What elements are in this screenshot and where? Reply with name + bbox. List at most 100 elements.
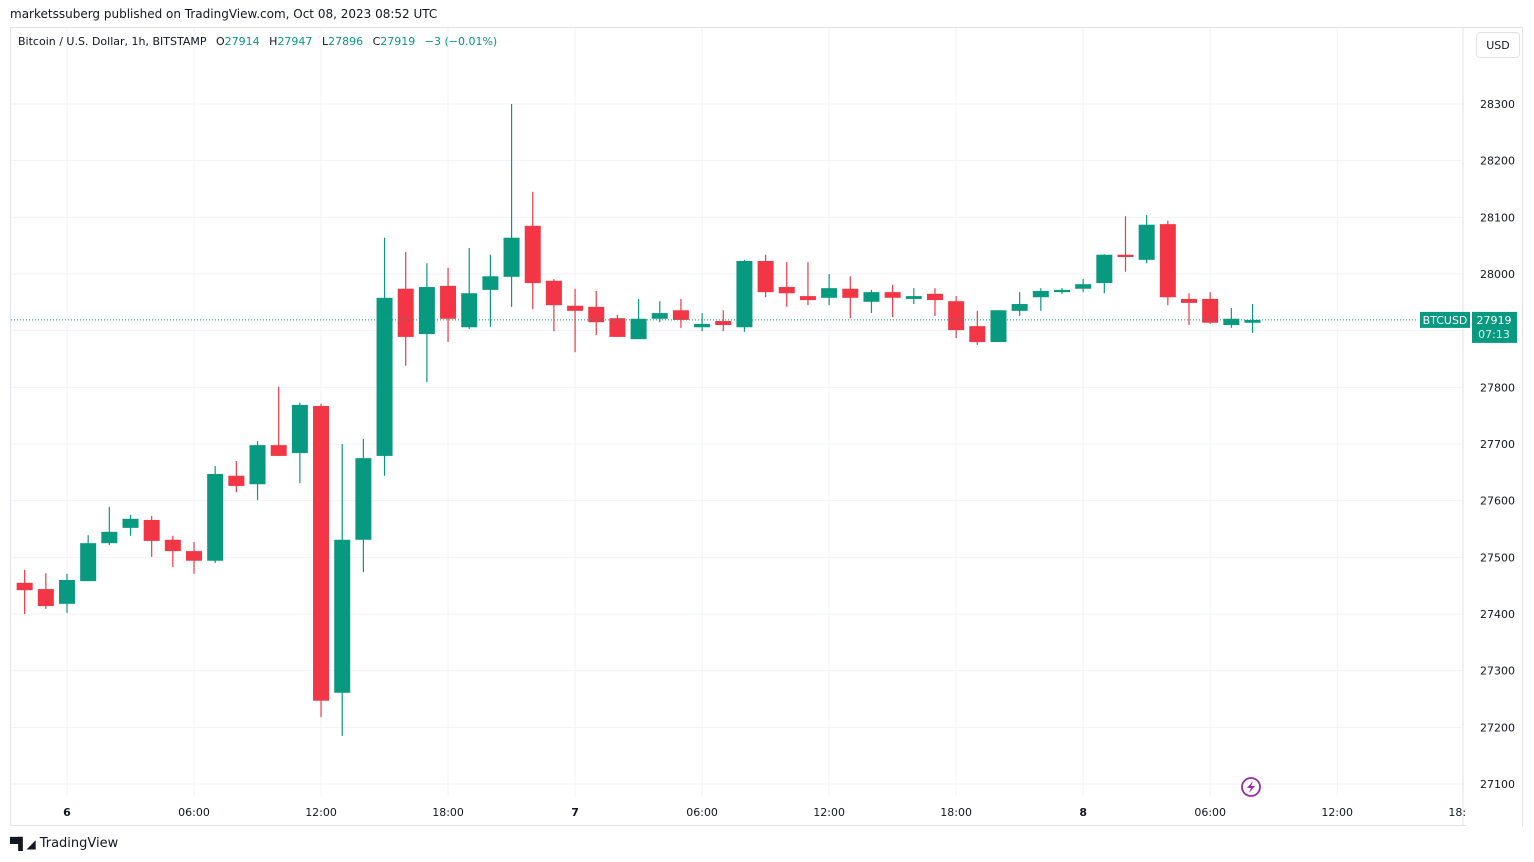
candle-body (143, 519, 160, 541)
plot-area (11, 28, 1463, 797)
candle (651, 301, 668, 323)
candle (863, 289, 880, 314)
candle (926, 288, 943, 316)
chart-frame (10, 27, 1523, 826)
candle (1244, 304, 1261, 333)
candle-body (122, 518, 139, 528)
candle-body (821, 288, 838, 298)
open-label: O (215, 35, 225, 48)
candle-body (37, 589, 54, 607)
footer-brand[interactable]: ▀▌◢ TradingView (10, 836, 118, 851)
y-tick-label: 27600 (1480, 495, 1515, 508)
candle-body (778, 287, 795, 294)
candle-body (503, 237, 520, 277)
candle-body (1075, 284, 1092, 289)
y-tick-label: 27200 (1480, 721, 1515, 734)
x-tick-label: 12:00 (305, 806, 337, 819)
publish-info: marketssuberg published on TradingView.c… (10, 7, 438, 21)
candle (164, 535, 181, 567)
axis-corner (1466, 798, 1522, 826)
candle-body (1011, 304, 1028, 311)
candle (1053, 288, 1070, 294)
y-tick-label: 27300 (1480, 665, 1515, 678)
candle (440, 267, 457, 342)
candle (948, 296, 965, 339)
candle (842, 276, 859, 319)
candle (334, 444, 351, 736)
low-value: 27896 (328, 35, 364, 48)
symbol-tag-bg (1420, 311, 1470, 328)
candle (270, 386, 287, 456)
candle-body (440, 285, 457, 319)
candle (757, 254, 774, 298)
candle-body (376, 297, 393, 456)
currency-button[interactable]: USD (1476, 32, 1520, 58)
candle (1138, 215, 1155, 264)
candle (461, 247, 478, 329)
close-label: C (372, 35, 381, 48)
x-tick-label: 06:00 (1194, 806, 1226, 819)
candle (588, 291, 605, 336)
candle-body (884, 292, 901, 298)
bar-countdown: 07:13 (1478, 328, 1510, 341)
candle (715, 310, 732, 332)
candle (80, 535, 97, 582)
high-label: H (269, 35, 278, 48)
candle-body (715, 321, 732, 325)
candle (969, 310, 986, 345)
candle-body (545, 280, 562, 306)
x-tick-label: 12:00 (813, 806, 845, 819)
candle-body (567, 305, 584, 311)
candle-body (651, 313, 668, 319)
candle-body (969, 326, 986, 342)
x-tick-label: 18:00 (940, 806, 972, 819)
candle-body (588, 306, 605, 323)
candle-body (164, 539, 181, 552)
y-tick-label: 27500 (1480, 551, 1515, 564)
candle-body (270, 445, 287, 456)
candle (249, 441, 266, 501)
candle-body (16, 582, 33, 591)
candle (143, 515, 160, 557)
candle-body (1053, 289, 1070, 293)
open-value: 27914 (224, 35, 260, 48)
candle-body (228, 475, 245, 486)
candle (567, 288, 584, 353)
y-tick-label: 28300 (1480, 98, 1515, 111)
candle-body (905, 296, 922, 299)
symbol-title[interactable]: Bitcoin / U.S. Dollar, 1h, BITSTAMP (18, 35, 207, 48)
change-value: −3 (−0.01%) (424, 35, 498, 48)
candle (1075, 279, 1092, 293)
candle (884, 284, 901, 318)
candle (672, 298, 689, 328)
candle (503, 104, 520, 307)
y-tick-label: 27800 (1480, 381, 1515, 394)
y-tick-label: 28100 (1480, 211, 1515, 224)
y-tick-label: 27100 (1480, 778, 1515, 791)
candle (1202, 292, 1219, 324)
candle-body (863, 292, 880, 302)
candle-body (1138, 224, 1155, 260)
low-label: L (321, 35, 329, 48)
candle (1181, 293, 1198, 325)
candle-body (59, 580, 75, 604)
candle (1223, 308, 1240, 328)
candle (16, 569, 33, 614)
candle (1011, 292, 1028, 316)
candle (186, 542, 203, 574)
candle-body (80, 543, 97, 582)
candle (630, 298, 647, 340)
candle-body (1223, 318, 1240, 325)
candle (736, 259, 753, 332)
candle-body (461, 293, 478, 328)
candle-body (334, 539, 351, 693)
candle (122, 514, 139, 536)
candle (778, 262, 795, 307)
y-tick-label: 27700 (1480, 438, 1515, 451)
candle (694, 313, 711, 332)
lightning-icon[interactable] (1241, 777, 1261, 797)
x-tick-label: 7 (571, 806, 579, 819)
candle (355, 438, 372, 573)
candle-body (524, 225, 541, 284)
